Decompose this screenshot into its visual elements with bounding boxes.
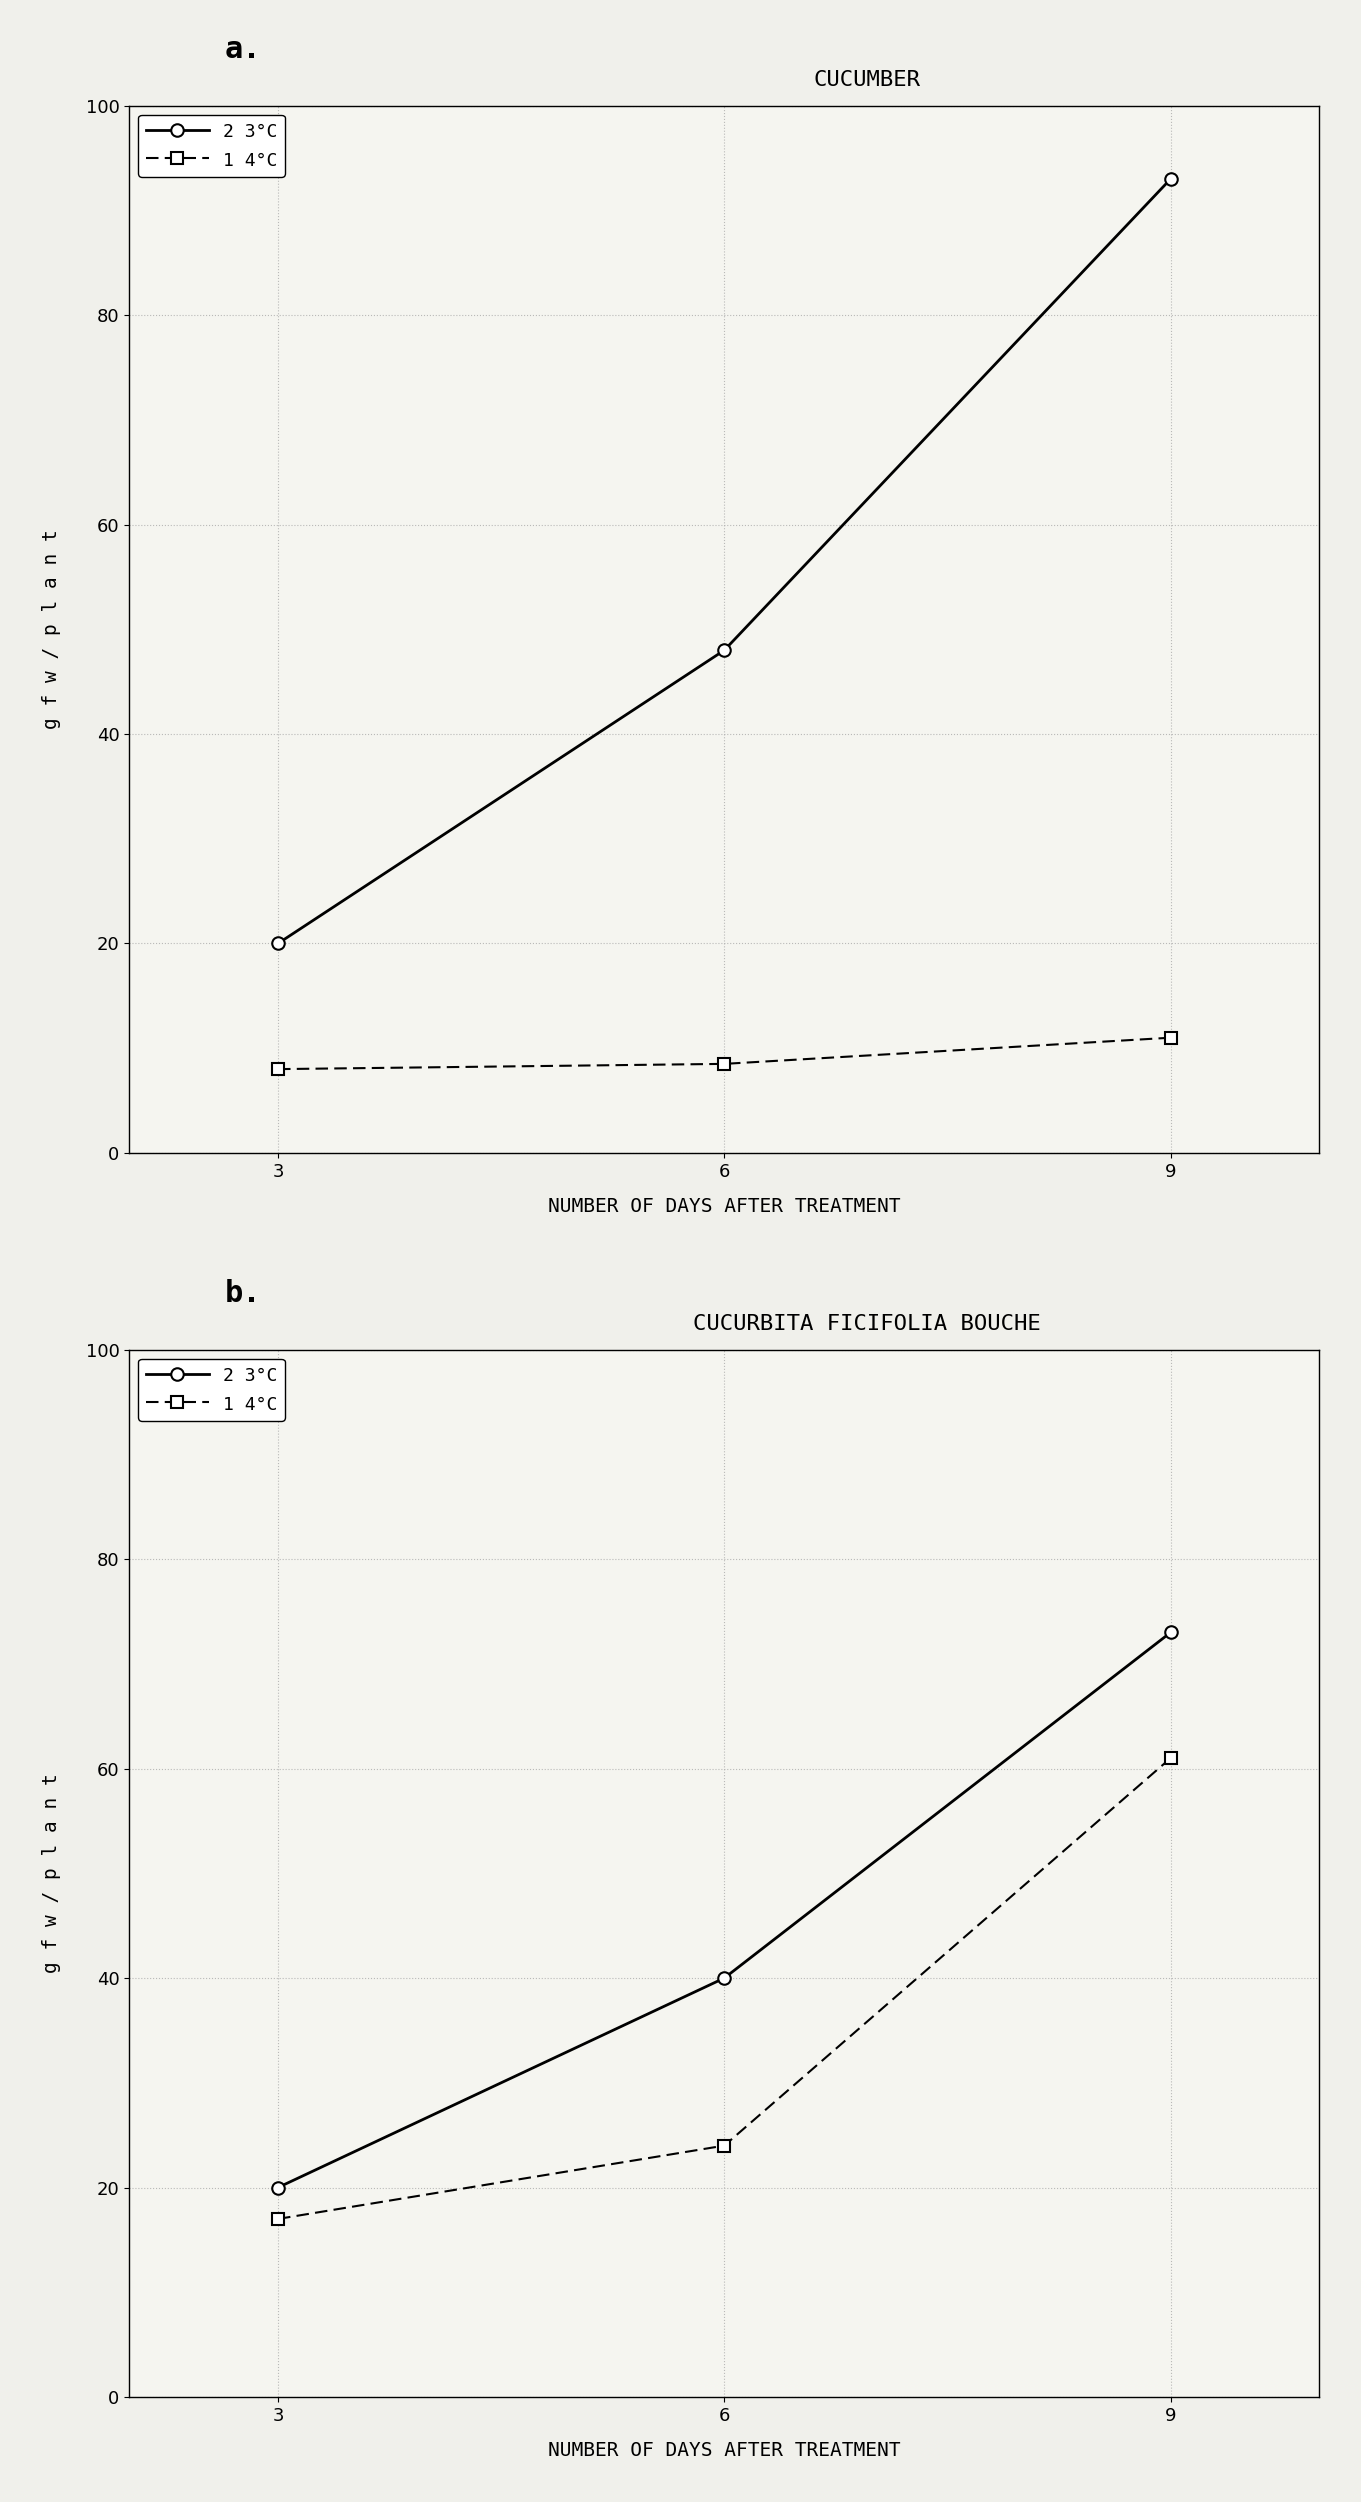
Title: CUCUMBER: CUCUMBER bbox=[814, 70, 920, 90]
1 4°C bbox=[1162, 1744, 1179, 1774]
2 3°C bbox=[716, 636, 732, 666]
2 3°C bbox=[269, 928, 286, 958]
1 4°C bbox=[1162, 1023, 1179, 1053]
Line: 1 4°C: 1 4°C bbox=[272, 1751, 1176, 2224]
1 4°C bbox=[269, 1053, 286, 1083]
Y-axis label: g f w / p l a n t: g f w / p l a n t bbox=[42, 530, 61, 728]
Line: 2 3°C: 2 3°C bbox=[272, 173, 1177, 951]
X-axis label: NUMBER OF DAYS AFTER TREATMENT: NUMBER OF DAYS AFTER TREATMENT bbox=[548, 1198, 901, 1216]
Title: CUCURBITA FICIFOLIA BOUCHE: CUCURBITA FICIFOLIA BOUCHE bbox=[693, 1314, 1041, 1334]
Legend: 2 3°C, 1 4°C: 2 3°C, 1 4°C bbox=[139, 1359, 284, 1421]
Legend: 2 3°C, 1 4°C: 2 3°C, 1 4°C bbox=[139, 115, 284, 178]
Line: 2 3°C: 2 3°C bbox=[272, 1626, 1177, 2194]
1 4°C bbox=[716, 1048, 732, 1078]
1 4°C bbox=[716, 2132, 732, 2162]
2 3°C bbox=[716, 1964, 732, 1994]
2 3°C bbox=[1162, 1616, 1179, 1646]
Text: b.: b. bbox=[225, 1279, 261, 1309]
Line: 1 4°C: 1 4°C bbox=[272, 1033, 1176, 1076]
1 4°C bbox=[269, 2204, 286, 2234]
Y-axis label: g f w / p l a n t: g f w / p l a n t bbox=[42, 1774, 61, 1974]
X-axis label: NUMBER OF DAYS AFTER TREATMENT: NUMBER OF DAYS AFTER TREATMENT bbox=[548, 2442, 901, 2459]
2 3°C bbox=[1162, 165, 1179, 195]
Text: a.: a. bbox=[225, 35, 261, 65]
2 3°C bbox=[269, 2172, 286, 2202]
